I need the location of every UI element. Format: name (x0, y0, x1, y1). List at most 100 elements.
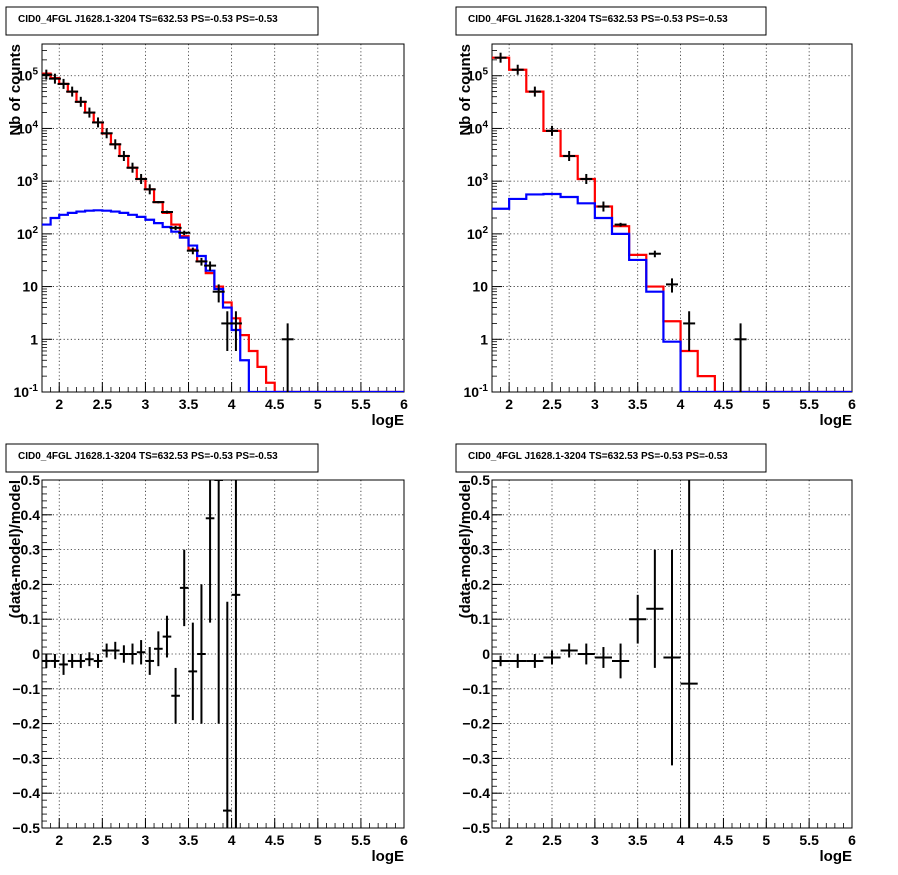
model-source-histogram (42, 209, 404, 392)
x-tick-label: 2.5 (542, 832, 562, 848)
y-tick-label: 1 (480, 331, 488, 347)
x-tick-label: 3.5 (179, 832, 199, 848)
x-tick-label: 3 (142, 396, 150, 412)
x-tick-label: 6 (848, 832, 856, 848)
chart-panel-3: CID0_4FGL J1628.1-3204 TS=632.53 PS=-0.5… (5, 443, 408, 865)
x-tick-label: 6 (400, 396, 408, 412)
x-tick-label: 5 (314, 832, 322, 848)
y-tick-label: 0.4 (21, 507, 41, 523)
x-axis-label: logE (372, 412, 405, 429)
title-box (5, 443, 319, 473)
y-tick-label: 105 (467, 67, 489, 84)
y-tick-label: 10-1 (464, 383, 489, 400)
chart-panel-1: CID0_4FGL J1628.1-3204 TS=632.53 PS=-0.5… (5, 6, 408, 429)
y-tick-label: 0.1 (21, 611, 41, 627)
x-axis-label: logE (820, 412, 853, 429)
x-tick-label: 3.5 (179, 396, 199, 412)
x-tick-label: 2 (505, 832, 513, 848)
title-box (5, 6, 319, 36)
model-total-histogram (42, 72, 404, 392)
x-tick-label: 3.5 (628, 832, 648, 848)
x-tick-label: 5 (314, 396, 322, 412)
y-tick-label: 104 (467, 119, 489, 136)
y-tick-label: 10-1 (14, 383, 39, 400)
y-tick-label: −0.2 (12, 716, 40, 732)
y-tick-label: 1 (30, 331, 38, 347)
model-total-histogram (492, 56, 852, 392)
x-axis-label: logE (820, 848, 853, 865)
y-axis-label: (data-model)/model (7, 480, 24, 618)
x-tick-label: 5.5 (351, 396, 371, 412)
x-axis-label: logE (372, 848, 405, 865)
x-tick-label: 2 (55, 396, 63, 412)
x-tick-label: 4.5 (714, 396, 734, 412)
plot-area (42, 480, 241, 828)
y-tick-label: 0.3 (21, 542, 41, 558)
y-tick-label: 0 (482, 646, 490, 662)
chart-title: CID0_4FGL J1628.1-3204 TS=632.53 PS=-0.5… (468, 14, 728, 25)
x-tick-label: 2 (55, 832, 63, 848)
y-tick-label: 0.4 (471, 507, 491, 523)
y-tick-label: 104 (17, 119, 39, 136)
y-tick-label: −0.2 (462, 716, 490, 732)
y-tick-label: 0.5 (471, 472, 491, 488)
y-tick-label: 103 (467, 172, 489, 189)
plot-area (492, 52, 852, 392)
chart-title: CID0_4FGL J1628.1-3204 TS=632.53 PS=-0.5… (468, 451, 728, 462)
x-tick-label: 2.5 (93, 832, 113, 848)
x-tick-label: 4 (228, 396, 236, 412)
y-tick-label: 102 (467, 225, 489, 242)
plot-area (42, 69, 404, 392)
y-axis-label: Nb of counts (457, 44, 474, 136)
x-tick-label: 4 (677, 396, 685, 412)
x-tick-label: 4.5 (265, 396, 285, 412)
y-tick-label: −0.4 (462, 785, 490, 801)
x-tick-label: 4.5 (265, 832, 285, 848)
title-box (455, 443, 767, 473)
y-tick-label: 0.2 (471, 576, 491, 592)
y-tick-label: −0.5 (12, 820, 40, 836)
x-tick-label: 6 (848, 396, 856, 412)
x-tick-label: 3 (591, 396, 599, 412)
y-axis-label: (data-model)/model (457, 480, 474, 618)
x-tick-label: 3 (591, 832, 599, 848)
y-tick-label: −0.3 (462, 750, 490, 766)
title-box (455, 6, 767, 36)
plot-frame (41, 43, 405, 393)
x-tick-label: 2 (505, 396, 513, 412)
y-tick-label: 103 (17, 172, 39, 189)
y-tick-label: 10 (22, 279, 38, 295)
x-tick-label: 6 (400, 832, 408, 848)
y-tick-label: 0.5 (21, 472, 41, 488)
y-tick-label: 0 (32, 646, 40, 662)
chart-title: CID0_4FGL J1628.1-3204 TS=632.53 PS=-0.5… (18, 14, 278, 25)
chart-title: CID0_4FGL J1628.1-3204 TS=632.53 PS=-0.5… (18, 451, 278, 462)
x-tick-label: 5 (762, 832, 770, 848)
x-tick-label: 3.5 (628, 396, 648, 412)
y-tick-label: −0.1 (12, 681, 40, 697)
plot-frame (491, 43, 853, 393)
x-tick-label: 2.5 (542, 396, 562, 412)
x-tick-label: 3 (142, 832, 150, 848)
x-tick-label: 4 (228, 832, 236, 848)
y-tick-label: 0.3 (471, 542, 491, 558)
x-tick-label: 5.5 (799, 832, 819, 848)
plot-area (492, 480, 698, 828)
y-tick-label: 0.2 (21, 576, 41, 592)
y-axis-label: Nb of counts (7, 44, 24, 136)
y-tick-label: 10 (472, 279, 488, 295)
x-tick-label: 5 (762, 396, 770, 412)
x-tick-label: 5.5 (799, 396, 819, 412)
y-tick-label: −0.4 (12, 785, 40, 801)
model-source-histogram (492, 192, 852, 392)
y-tick-label: 0.1 (471, 611, 491, 627)
x-tick-label: 4.5 (714, 832, 734, 848)
chart-panel-4: CID0_4FGL J1628.1-3204 TS=632.53 PS=-0.5… (455, 443, 856, 865)
y-tick-label: 105 (17, 67, 39, 84)
x-tick-label: 4 (677, 832, 685, 848)
chart-panel-2: CID0_4FGL J1628.1-3204 TS=632.53 PS=-0.5… (455, 6, 856, 429)
x-tick-label: 5.5 (351, 832, 371, 848)
x-tick-label: 2.5 (93, 396, 113, 412)
y-tick-label: −0.1 (462, 681, 490, 697)
